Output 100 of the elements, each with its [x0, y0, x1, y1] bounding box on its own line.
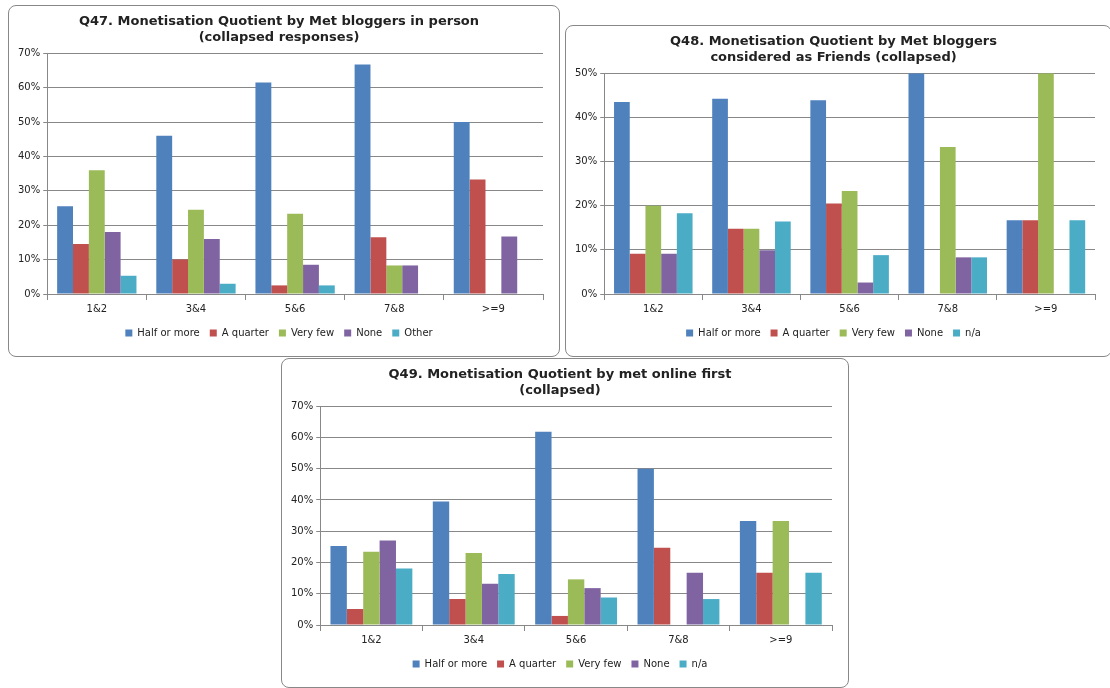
bar	[57, 206, 74, 294]
x-tick-label: 7&8	[937, 302, 959, 314]
bar	[810, 100, 827, 294]
bar	[686, 572, 704, 625]
bar	[188, 209, 204, 294]
x-tick-label: 7&8	[668, 633, 689, 645]
x-tick-label: 1&2	[643, 302, 664, 314]
x-tick-label: 1&2	[86, 302, 108, 314]
legend-label: A quarter	[782, 326, 831, 338]
legend-label: Other	[404, 326, 434, 338]
y-tick-label: 30%	[17, 184, 41, 196]
bar	[661, 253, 677, 294]
bar	[363, 551, 380, 625]
bar	[908, 73, 925, 294]
bar	[219, 283, 236, 294]
y-tick-label: 70%	[17, 46, 41, 58]
bar	[955, 257, 972, 294]
bar	[172, 259, 189, 294]
bar	[614, 101, 630, 294]
bar	[330, 545, 347, 625]
legend-label: n/a	[965, 326, 981, 338]
x-tick-label: 3&4	[185, 302, 207, 314]
bar	[379, 540, 396, 625]
bar	[676, 213, 693, 294]
y-tick-label: 10%	[574, 243, 598, 255]
bar	[629, 253, 646, 294]
bar	[395, 568, 413, 625]
bar	[465, 553, 482, 625]
y-tick-label: 60%	[17, 81, 41, 93]
y-tick-label: 40%	[574, 110, 598, 122]
bar	[386, 265, 403, 294]
y-tick-label: 50%	[290, 462, 314, 474]
legend-label: Very few	[578, 657, 622, 669]
bar	[739, 520, 757, 625]
y-tick-label: 20%	[574, 199, 598, 211]
bar	[805, 572, 822, 625]
legend-label: Very few	[290, 326, 335, 338]
y-tick-label: 0%	[297, 618, 314, 630]
bar	[600, 597, 618, 625]
y-tick-label: 50%	[17, 115, 41, 127]
y-tick-label: 0%	[581, 287, 598, 299]
bar	[88, 170, 105, 294]
y-tick-label: 10%	[17, 253, 41, 265]
x-tick-label: 5&6	[565, 633, 587, 645]
bar	[481, 583, 499, 625]
x-tick-label: 3&4	[741, 302, 762, 314]
bar	[759, 250, 776, 294]
bar	[772, 520, 790, 625]
bar	[469, 179, 486, 294]
bar	[1006, 220, 1023, 294]
bar	[449, 599, 466, 625]
x-tick-label: 1&2	[361, 633, 382, 645]
y-tick-label: 40%	[290, 493, 314, 505]
bar	[453, 122, 470, 294]
bar	[567, 579, 585, 625]
y-tick-label: 20%	[290, 556, 314, 568]
chart-title: Q49. Monetisation Quotient by met online first (collapsed)	[388, 366, 732, 397]
y-tick-label: 50%	[574, 66, 598, 78]
x-tick-label: >=9	[769, 633, 793, 645]
y-tick-label: 40%	[17, 149, 41, 161]
bar	[287, 213, 304, 294]
bar	[775, 221, 791, 294]
bar	[727, 228, 744, 294]
chart-title: Q47. Monetisation Quotient by Met bloggers in person (collapsed responses)	[78, 13, 480, 44]
bar	[303, 264, 319, 294]
x-tick-label: 5&6	[839, 302, 860, 314]
y-tick-label: 70%	[290, 399, 314, 411]
bar	[939, 146, 956, 294]
legend-label: Half or more	[137, 326, 200, 338]
bar	[1069, 220, 1086, 294]
bar	[370, 237, 387, 294]
bar	[756, 572, 773, 625]
bar	[104, 232, 121, 294]
legend-label: Half or more	[424, 657, 488, 669]
bar	[826, 203, 842, 294]
y-tick-label: 20%	[17, 218, 41, 230]
bar	[971, 257, 988, 294]
bar	[703, 599, 720, 625]
bar	[501, 236, 518, 294]
bar	[645, 205, 662, 294]
legend-label: Very few	[851, 326, 895, 338]
bar	[551, 615, 568, 625]
bar	[873, 255, 889, 294]
bar	[637, 468, 654, 625]
bar	[1022, 220, 1039, 294]
bar	[432, 501, 450, 625]
y-tick-label: 10%	[290, 587, 314, 599]
legend-label: None	[643, 657, 670, 669]
bar	[346, 609, 364, 625]
x-tick-label: 7&8	[384, 302, 405, 314]
y-tick-label: 60%	[290, 431, 314, 443]
y-tick-label: 30%	[574, 155, 598, 167]
bar	[498, 574, 515, 625]
bar	[203, 238, 220, 294]
legend-label: None	[916, 326, 944, 338]
bar	[712, 98, 728, 294]
bar	[535, 431, 552, 625]
legend-label: Half or more	[698, 326, 761, 338]
bar	[857, 282, 874, 294]
legend-label: None	[356, 326, 383, 338]
